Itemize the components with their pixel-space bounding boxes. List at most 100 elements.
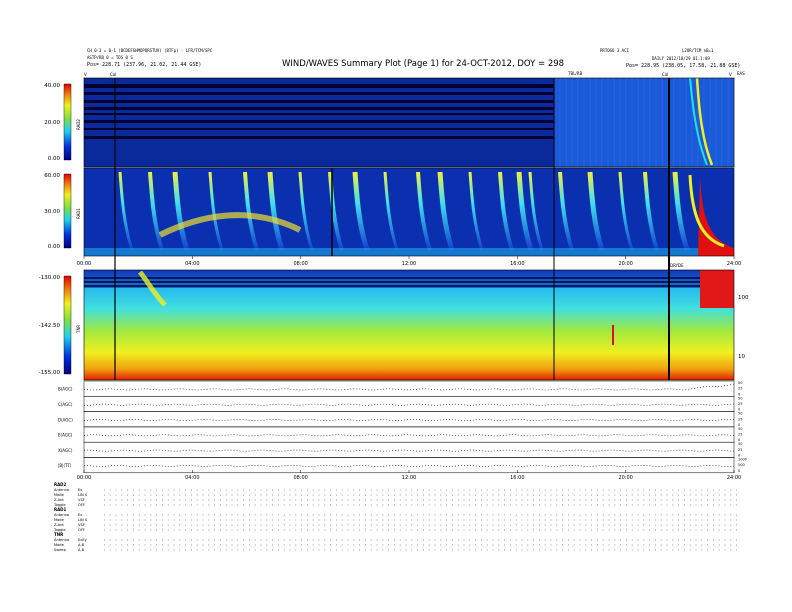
line-row-tick: 25: [738, 448, 742, 452]
vertical-markers: [114, 78, 670, 380]
colorbar-tick-label: 20.00: [44, 120, 60, 126]
footer-row-label: Toggle: [53, 528, 66, 532]
rad2-band: [84, 136, 554, 139]
footer-row-value: OFF: [78, 503, 85, 507]
tnr-panel: [83, 269, 735, 381]
rad1-burst: [243, 171, 259, 251]
line-row-tick: 0: [738, 469, 740, 473]
line-row-trace: [83, 383, 735, 391]
footer-row-label: Mode: [54, 493, 65, 497]
line-row-frame: [83, 441, 735, 458]
colorbar-tick-label: 0.00: [48, 156, 61, 162]
rad1-time-label: 08:00: [293, 261, 307, 267]
line-row-label: C(AGC): [58, 402, 73, 407]
header-right-line3: Pos= 228.95 (238.05, 17.58, 21.88 GSE): [626, 63, 741, 69]
rad1-burst: [352, 171, 370, 251]
tnr-label: TNR: [76, 325, 81, 334]
rad1-burst: [498, 171, 514, 251]
tnr-frame: [83, 269, 735, 381]
line-row-tick: 25: [738, 402, 742, 406]
footer-group-title: RAD2: [54, 482, 66, 487]
rad1-burst: [643, 171, 659, 251]
footer-row-value: Ex: [78, 488, 83, 492]
rad1-low-band: [84, 248, 734, 256]
line-row-tick: 25: [738, 433, 742, 437]
rad1-burst: [528, 171, 544, 251]
line-row-frame: [83, 396, 735, 412]
header-left-line1: CH 0-3 = 0-1 (BCDEFGHMOPQRSTUV) (BTFp) -…: [87, 48, 213, 53]
line-row-tick: 0: [738, 392, 740, 396]
rad2-label: RAD2: [76, 119, 81, 130]
rad1-burst: [298, 171, 314, 251]
rad1-background: [84, 168, 734, 256]
rad1-time-label: 24:00: [727, 261, 741, 267]
page-title: WIND/WAVES Summary Plot (Page 1) for 24-…: [282, 59, 565, 69]
line-row-trace: [83, 419, 735, 421]
header-right-line2: DAILY 2012/10/29 01:1:09: [652, 56, 710, 61]
line-row-frame: [83, 457, 735, 474]
rad2-burst-edge: [689, 77, 708, 166]
rad1-burst: [208, 171, 224, 251]
footer-row-value: OFF: [78, 528, 85, 532]
rad1-burst: [437, 171, 455, 251]
line-row-trace: [83, 449, 735, 452]
footer-row-label: Antenna: [54, 488, 69, 492]
line-row-label: B(AGC): [58, 387, 73, 392]
top-right-label: EAS: [737, 71, 745, 76]
line-row-frame: [83, 411, 735, 428]
rad1-burst: [468, 171, 484, 251]
rad1-burst: [328, 171, 344, 251]
rad2-annotation: TBL/RB: [567, 71, 583, 76]
rad1-time-label: 20:00: [618, 261, 632, 267]
footer-row-value: LIN S: [78, 518, 88, 522]
bottom-time-label: 24:00: [727, 475, 741, 481]
top-left-marker: V: [84, 72, 87, 77]
line-row-trace: [83, 403, 735, 406]
rad1-burst: [172, 171, 190, 251]
rad1-time-label: 00:00: [77, 261, 91, 267]
line-row-tick: 50: [738, 381, 742, 385]
footer-row-value: VSF: [78, 498, 85, 502]
footer-row-label: Toggle: [53, 503, 66, 507]
footer-row-label: Antenna: [54, 538, 69, 542]
line-row-tick: 0: [738, 454, 740, 458]
rad1-burst-edge: [688, 174, 725, 248]
rad1-enhancement: [158, 212, 302, 238]
footer-row-label: Z-Ant: [54, 523, 64, 527]
tnr-burst: [138, 270, 167, 307]
line-row-trace: [83, 434, 735, 437]
line-row-frame: [83, 380, 735, 397]
colorbar-tick-label: -130.00: [39, 275, 61, 281]
line-row-tick: 50: [738, 427, 742, 431]
footer-group-title: RAD1: [54, 507, 66, 512]
line-row-tick: 0: [738, 423, 740, 427]
footer-row-label: Sweep: [54, 548, 67, 552]
rad2-band: [84, 107, 554, 110]
footer-row-label: Antenna: [54, 513, 69, 517]
rad2-band: [84, 84, 554, 88]
rad2-band: [84, 92, 554, 95]
rad2-band: [84, 100, 554, 103]
line-row-tick: 25: [738, 387, 742, 391]
rad1-burst: [118, 171, 134, 251]
rad1-burst: [672, 171, 690, 251]
colorbar-tick-label: -142.50: [39, 323, 61, 329]
footer-row-value: A,B: [78, 548, 85, 552]
rad1-burst: [148, 171, 164, 251]
line-row-tick: 50: [738, 412, 742, 416]
line-row-tick: 1000: [738, 458, 747, 462]
bottom-time-label: 04:00: [185, 475, 199, 481]
line-row-frame: [83, 426, 735, 443]
footer-row-label: Mode: [54, 543, 65, 547]
line-row-tick: 50: [738, 442, 742, 446]
cal-label-1: Cal: [110, 72, 117, 77]
rad1-burst: [383, 171, 399, 251]
line-row-label: X(AGC): [58, 448, 73, 453]
rad2-band: [84, 113, 554, 115]
rad2-band: [84, 120, 554, 123]
footer-row-value: VSF: [78, 523, 85, 527]
footer-group-title: TNR: [54, 532, 63, 537]
rad2-burst: [695, 77, 714, 166]
colorbar-tick-label: 30.00: [44, 209, 60, 215]
